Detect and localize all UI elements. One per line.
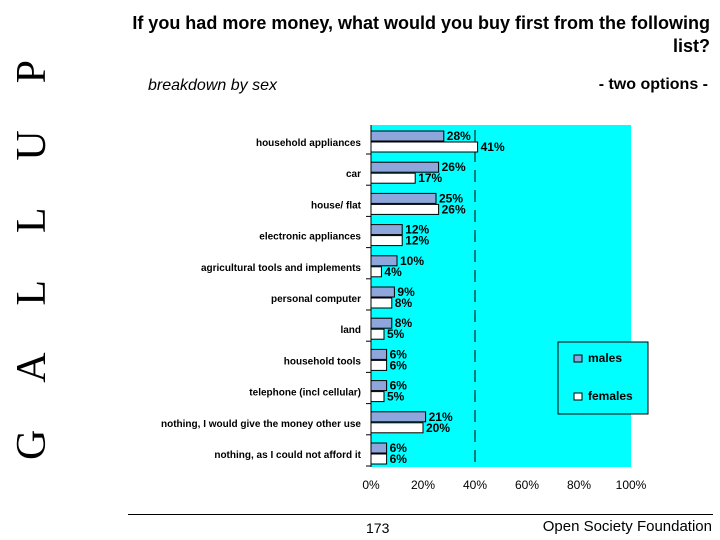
value-label-females: 41% (481, 140, 505, 154)
value-label-males: 25% (439, 191, 463, 205)
bar-males (370, 286, 395, 298)
category-label: household appliances (256, 138, 361, 149)
bar-males (370, 411, 427, 423)
x-tick-label: 60% (515, 478, 539, 492)
bar-females (370, 359, 388, 371)
bar-females (370, 391, 385, 403)
bar-males (370, 161, 440, 173)
bar-males (370, 192, 437, 204)
bar-females (370, 422, 424, 434)
bar-males (370, 130, 445, 142)
value-label-females: 17% (418, 171, 442, 185)
value-label-females: 5% (387, 390, 405, 404)
category-label: telephone (incl cellular) (249, 388, 361, 399)
value-label-males: 6% (390, 347, 408, 361)
category-label: nothing, as I could not afford it (214, 450, 361, 461)
category-label: nothing, I would give the money other us… (161, 419, 361, 430)
legend-swatch (573, 354, 583, 363)
options-note: - two options - (598, 76, 708, 93)
value-label-males: 21% (429, 410, 453, 424)
category-label: agricultural tools and implements (201, 263, 361, 274)
x-tick-label: 20% (411, 478, 435, 492)
value-label-males: 8% (395, 316, 413, 330)
bar-females (370, 453, 388, 465)
bar-females (370, 266, 382, 278)
legend-label: females (588, 389, 633, 403)
category-label: personal computer (271, 294, 361, 305)
bar-males (370, 317, 393, 329)
category-label: land (340, 325, 361, 336)
value-label-females: 12% (405, 234, 429, 248)
category-label: house/ flat (311, 200, 362, 211)
page-title: If you had more money, what would you bu… (132, 13, 710, 56)
value-label-males: 10% (400, 254, 424, 268)
value-label-females: 5% (387, 327, 405, 341)
bar-females (370, 328, 385, 340)
legend-box (557, 341, 649, 415)
bar-females (370, 297, 393, 309)
value-label-males: 6% (390, 379, 408, 393)
bar-males (370, 380, 388, 392)
value-label-males: 28% (447, 129, 471, 143)
category-label: car (346, 169, 361, 180)
value-label-males: 9% (397, 285, 415, 299)
value-label-males: 26% (442, 160, 466, 174)
legend-swatch (573, 392, 583, 401)
x-tick-label: 80% (567, 478, 591, 492)
category-label: electronic appliances (259, 232, 361, 243)
footer-divider (128, 514, 713, 515)
value-label-males: 6% (390, 441, 408, 455)
value-label-females: 6% (390, 452, 408, 466)
page-number: 173 (366, 520, 390, 536)
x-tick-label: 40% (463, 478, 487, 492)
value-label-females: 26% (442, 202, 466, 216)
bar-males (370, 255, 398, 267)
bar-males (370, 442, 388, 454)
footer-organization: Open Society Foundation (542, 518, 712, 535)
bar-females (370, 172, 416, 184)
bar-females (370, 203, 440, 215)
value-label-females: 20% (426, 421, 450, 435)
bar-males (370, 224, 403, 236)
value-label-females: 6% (390, 358, 408, 372)
bar-males (370, 348, 388, 360)
gallup-logo-svg: GALLUP (9, 60, 55, 460)
value-label-females: 8% (395, 296, 413, 310)
page-subtitle: breakdown by sex (148, 77, 277, 94)
gallup-vertical-logo: GALLUP (0, 40, 60, 480)
category-label: household tools (284, 356, 362, 367)
bar-females (370, 141, 479, 153)
bar-females (370, 235, 403, 247)
x-tick-label: 100% (616, 478, 647, 492)
legend-label: males (588, 351, 622, 365)
chart-content: household appliances28%41%car26%17%house… (161, 125, 649, 492)
x-tick-label: 0% (362, 478, 380, 492)
value-label-males: 12% (405, 223, 429, 237)
value-label-females: 4% (384, 265, 402, 279)
